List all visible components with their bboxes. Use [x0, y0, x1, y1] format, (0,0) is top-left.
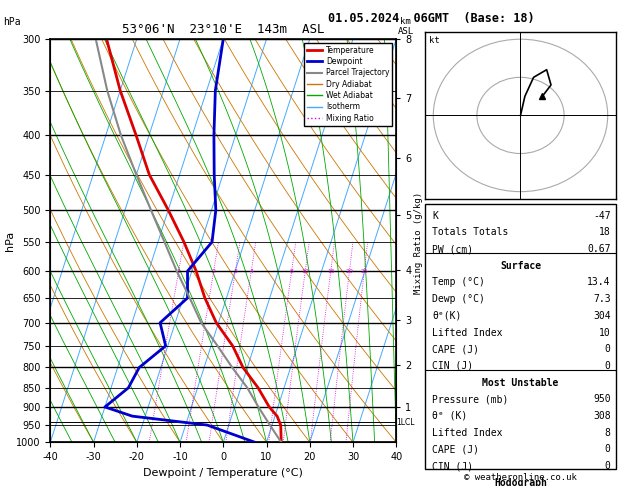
Text: CAPE (J): CAPE (J)	[432, 344, 479, 354]
Text: 15: 15	[327, 269, 335, 274]
Text: 25: 25	[360, 269, 368, 274]
Text: Surface: Surface	[500, 261, 541, 271]
Text: Temp (°C): Temp (°C)	[432, 278, 485, 288]
Text: -47: -47	[593, 211, 611, 221]
Text: 01.05.2024  06GMT  (Base: 18): 01.05.2024 06GMT (Base: 18)	[328, 12, 534, 25]
Text: Lifted Index: Lifted Index	[432, 428, 503, 438]
Title: 53°06'N  23°10'E  143m  ASL: 53°06'N 23°10'E 143m ASL	[122, 23, 325, 36]
Text: PW (cm): PW (cm)	[432, 244, 474, 254]
Text: Hodograph: Hodograph	[494, 478, 547, 486]
Text: 0.67: 0.67	[587, 244, 611, 254]
Text: 1: 1	[177, 269, 181, 274]
Text: Dewp (°C): Dewp (°C)	[432, 294, 485, 304]
Text: θᵉ (K): θᵉ (K)	[432, 411, 467, 421]
Text: km
ASL: km ASL	[398, 17, 414, 36]
Legend: Temperature, Dewpoint, Parcel Trajectory, Dry Adiabat, Wet Adiabat, Isotherm, Mi: Temperature, Dewpoint, Parcel Trajectory…	[304, 43, 392, 125]
Text: CIN (J): CIN (J)	[432, 461, 474, 471]
Text: Pressure (mb): Pressure (mb)	[432, 394, 509, 404]
Text: 308: 308	[593, 411, 611, 421]
Text: 3: 3	[233, 269, 237, 274]
X-axis label: Dewpoint / Temperature (°C): Dewpoint / Temperature (°C)	[143, 468, 303, 478]
Text: 8: 8	[605, 428, 611, 438]
Text: CIN (J): CIN (J)	[432, 361, 474, 371]
Text: 7.3: 7.3	[593, 294, 611, 304]
Text: 4: 4	[249, 269, 253, 274]
Text: 18: 18	[599, 227, 611, 238]
Text: Mixing Ratio (g/kg): Mixing Ratio (g/kg)	[414, 192, 423, 294]
Text: θᵉ(K): θᵉ(K)	[432, 311, 462, 321]
Text: Totals Totals: Totals Totals	[432, 227, 509, 238]
Text: 10: 10	[599, 328, 611, 338]
Text: 8: 8	[290, 269, 294, 274]
Text: kt: kt	[429, 36, 440, 45]
Text: 10: 10	[301, 269, 309, 274]
Text: 950: 950	[593, 394, 611, 404]
Text: Lifted Index: Lifted Index	[432, 328, 503, 338]
Text: 1LCL: 1LCL	[396, 418, 415, 427]
Text: 304: 304	[593, 311, 611, 321]
Text: hPa: hPa	[3, 17, 21, 27]
Text: 13.4: 13.4	[587, 278, 611, 288]
Y-axis label: hPa: hPa	[4, 230, 14, 251]
Text: 0: 0	[605, 344, 611, 354]
Text: 2: 2	[212, 269, 216, 274]
Text: K: K	[432, 211, 438, 221]
Text: 0: 0	[605, 461, 611, 471]
Text: 0: 0	[605, 444, 611, 454]
Text: 0: 0	[605, 361, 611, 371]
Text: 20: 20	[345, 269, 353, 274]
Text: CAPE (J): CAPE (J)	[432, 444, 479, 454]
Text: Most Unstable: Most Unstable	[482, 378, 559, 388]
Text: © weatheronline.co.uk: © weatheronline.co.uk	[464, 473, 577, 482]
